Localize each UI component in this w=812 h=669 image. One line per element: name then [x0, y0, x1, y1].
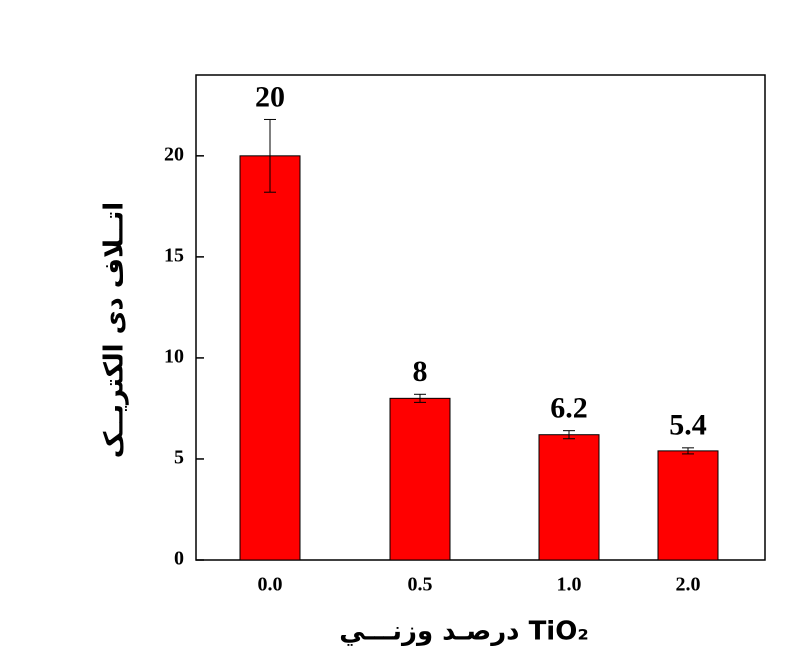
- y-tick-label: 5: [174, 447, 184, 469]
- x-tick-label: 2.0: [676, 574, 701, 596]
- data-label: 6.2: [550, 392, 588, 425]
- y-tick-label: 15: [164, 244, 184, 266]
- y-tick-label: 20: [164, 143, 184, 165]
- data-label: 20: [255, 80, 285, 113]
- y-tick-label: 10: [164, 346, 184, 368]
- data-label: 5.4: [669, 409, 707, 442]
- x-tick-label: 0.5: [408, 574, 433, 596]
- x-tick-label: 1.0: [557, 574, 582, 596]
- bar: [538, 434, 600, 561]
- data-label: 8: [413, 355, 428, 388]
- error-bar: [682, 447, 694, 455]
- error-bar: [563, 430, 575, 440]
- bar: [239, 155, 301, 561]
- plot-frame: [195, 74, 766, 561]
- error-bar: [414, 393, 426, 403]
- y-tick-label: 0: [174, 548, 184, 570]
- x-tick-label: 0.0: [258, 574, 283, 596]
- x-axis-label: درصـد وزنـــي TiO₂: [339, 617, 588, 647]
- bar: [657, 450, 719, 561]
- y-axis-label: اتــلاف دی الکتریــک: [100, 202, 130, 458]
- bar: [389, 397, 451, 561]
- error-bar: [264, 118, 276, 193]
